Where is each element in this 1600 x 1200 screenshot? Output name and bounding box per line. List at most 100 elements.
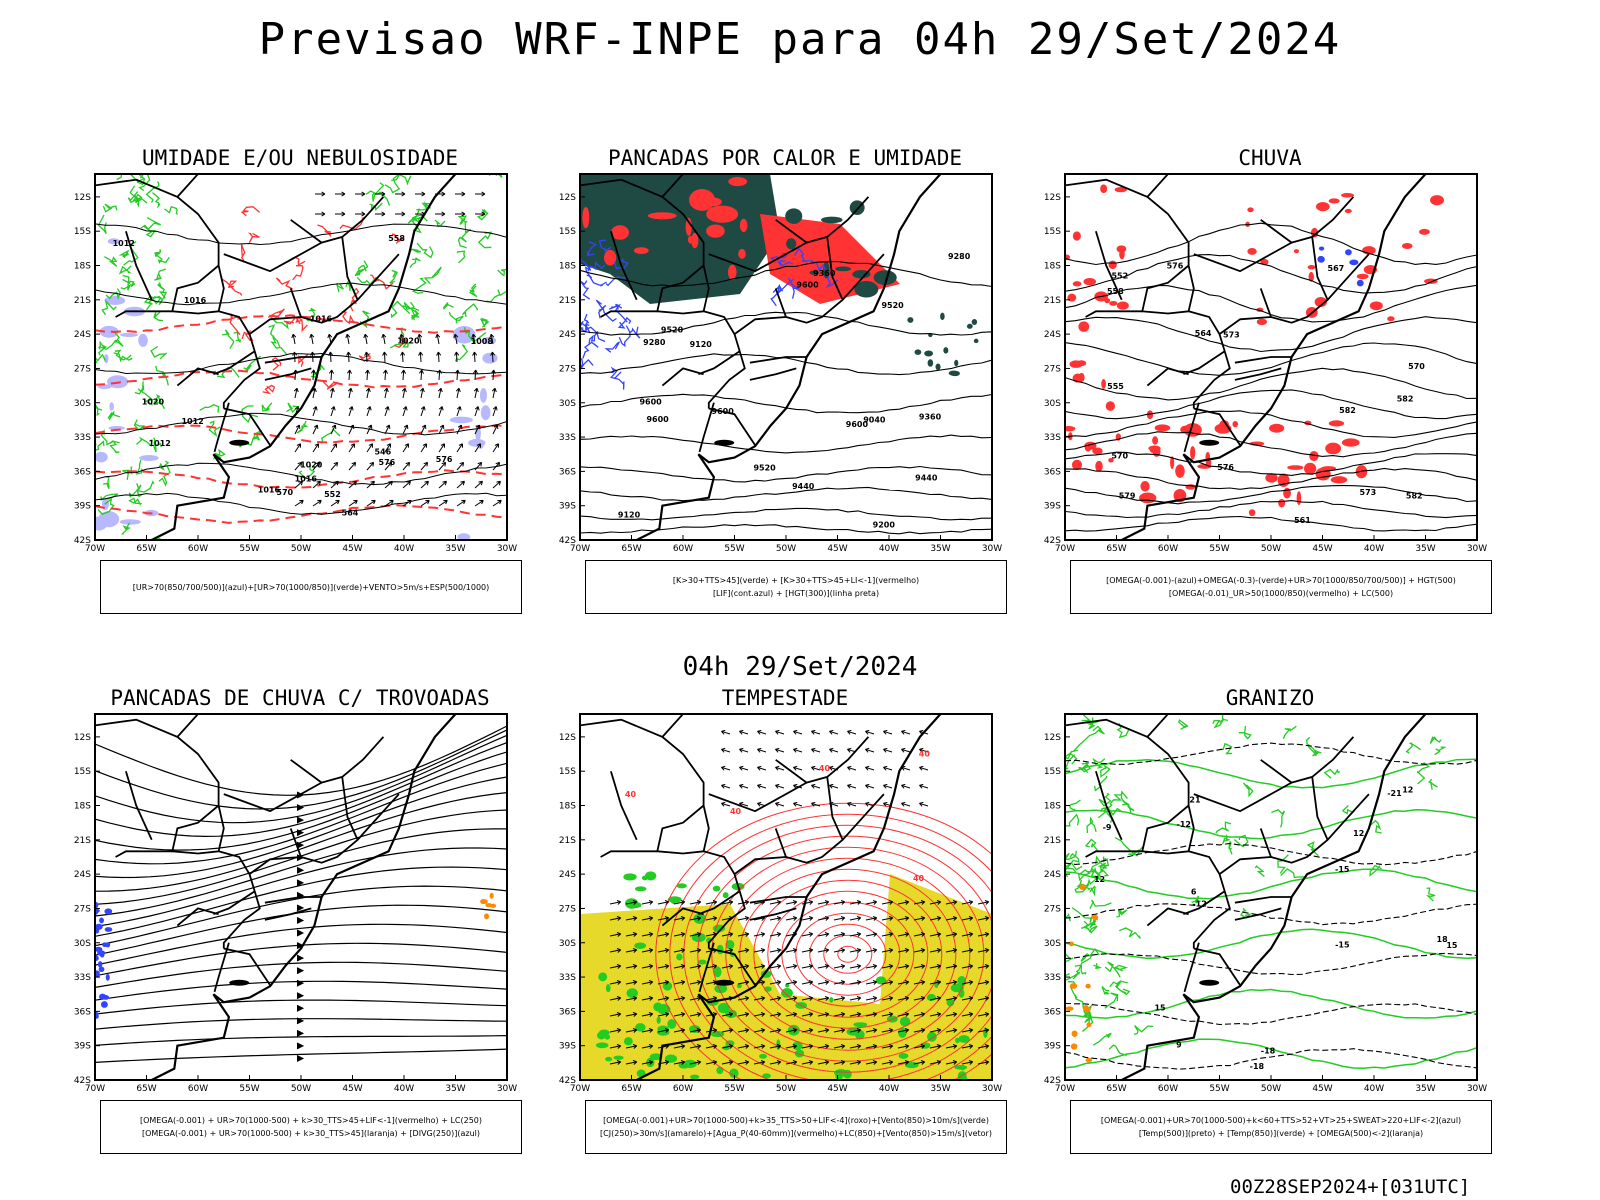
country-border bbox=[1065, 178, 1195, 312]
lat-tick-label: 12S bbox=[1044, 193, 1061, 203]
rain-red-area bbox=[1148, 445, 1161, 451]
hgt500-contour bbox=[1065, 222, 1477, 266]
hgt300-contour bbox=[580, 434, 992, 454]
rain-red-area bbox=[1065, 426, 1076, 432]
wind-vector bbox=[945, 900, 958, 905]
temp850-green bbox=[1065, 957, 1074, 963]
lon-tick-label: 70W bbox=[85, 1084, 105, 1094]
wind-vector bbox=[348, 461, 357, 471]
contour-label: 576 bbox=[1217, 463, 1234, 472]
contour-label: -9 bbox=[1103, 823, 1112, 832]
wind-vector bbox=[329, 387, 335, 399]
rain-red-area bbox=[1116, 301, 1129, 310]
contour-label: 9120 bbox=[618, 511, 641, 520]
country-border bbox=[125, 230, 153, 301]
contour-label: 582 bbox=[1397, 394, 1414, 403]
humidity-green-contour bbox=[410, 307, 420, 320]
lat-tick-label: 21S bbox=[74, 836, 91, 846]
contour-label: 552 bbox=[324, 490, 341, 499]
temp850-green bbox=[1104, 992, 1119, 1009]
wind-vector bbox=[801, 964, 814, 969]
wind-vector bbox=[753, 1028, 766, 1033]
lc850-contour bbox=[697, 835, 992, 1073]
wind-vector bbox=[865, 765, 875, 771]
wind850-green bbox=[676, 953, 683, 961]
contour-label: 9360 bbox=[919, 412, 942, 421]
rain-blue-area bbox=[1318, 246, 1325, 251]
legend-line: [OMEGA(-0.001)-(azul)+OMEGA(-0.3)-(verde… bbox=[1106, 576, 1456, 585]
legend-box: [OMEGA(-0.001) + UR>70(1000-500) + k>30_… bbox=[100, 1100, 522, 1154]
lagoon bbox=[714, 979, 735, 986]
rain-red-area bbox=[1328, 198, 1340, 204]
wind-vector bbox=[420, 406, 426, 417]
lat-tick-label: 36S bbox=[559, 467, 576, 477]
wind-vector bbox=[817, 916, 830, 921]
wind-vector bbox=[913, 1012, 926, 1017]
country-border bbox=[248, 316, 302, 335]
country-border bbox=[656, 804, 705, 855]
country-border bbox=[176, 367, 219, 387]
lat-tick-label: 33S bbox=[74, 973, 91, 983]
wind-vector bbox=[364, 369, 370, 381]
country-border bbox=[1193, 407, 1241, 446]
wind-vector bbox=[785, 964, 798, 969]
temp850-green bbox=[1212, 718, 1225, 729]
lc850-contour bbox=[669, 813, 992, 1080]
humidity-green-contour bbox=[127, 185, 139, 204]
humidity-blue-area bbox=[479, 387, 487, 403]
streamline-arrow bbox=[296, 954, 305, 962]
country-border bbox=[708, 407, 756, 446]
lon-tick-label: 35W bbox=[445, 1084, 465, 1094]
rain-red-area bbox=[1344, 208, 1352, 214]
omega-orange bbox=[1071, 1030, 1078, 1037]
rain-red-area bbox=[1247, 247, 1257, 255]
heat-red-area bbox=[739, 218, 748, 233]
temp850-green bbox=[1228, 840, 1233, 855]
lif-blue-contour bbox=[608, 303, 628, 323]
legend-line: [OMEGA(-0.001) + UR>70(1000-500) + k>30_… bbox=[139, 1116, 483, 1125]
wind-vector bbox=[625, 916, 638, 921]
humidity-green-contour bbox=[101, 299, 117, 316]
wind-vector bbox=[366, 406, 372, 417]
contour-label: 9520 bbox=[881, 301, 904, 310]
temp850-green bbox=[1065, 758, 1477, 789]
rain-red-area bbox=[1190, 446, 1196, 460]
hgt500-contour bbox=[1065, 515, 1477, 532]
thickness-red-contour bbox=[317, 224, 331, 238]
lon-tick-label: 35W bbox=[930, 1084, 950, 1094]
lat-tick-label: 21S bbox=[74, 296, 91, 306]
lat-tick-label: 30S bbox=[559, 399, 576, 409]
wind-vector bbox=[455, 211, 466, 217]
hgt500-contour bbox=[1065, 451, 1477, 476]
wind-vector bbox=[641, 1044, 654, 1049]
lon-tick-label: 45W bbox=[827, 1084, 847, 1094]
wind-vector bbox=[311, 387, 317, 399]
temp850-green bbox=[1108, 1044, 1127, 1057]
humidity-blue-area bbox=[139, 454, 159, 462]
humidity-green-contour bbox=[158, 460, 170, 471]
wind-vector bbox=[625, 932, 638, 937]
wind850-green bbox=[759, 1053, 768, 1059]
wind-vector bbox=[801, 980, 814, 985]
humidity-green-contour bbox=[358, 264, 367, 276]
lif-blue-contour bbox=[809, 259, 826, 272]
streamline bbox=[95, 792, 507, 892]
wind850-green bbox=[829, 997, 834, 1003]
wind-vector bbox=[829, 729, 839, 735]
streamline-arrow bbox=[296, 1004, 305, 1012]
humidity-green-contour bbox=[448, 311, 464, 324]
wind-vector bbox=[312, 499, 322, 507]
wind-vector bbox=[897, 948, 910, 953]
wind-vector bbox=[961, 1028, 974, 1033]
humidity-green-contour bbox=[154, 249, 162, 257]
lat-tick-label: 24S bbox=[74, 870, 91, 880]
temp850-green bbox=[1097, 807, 1124, 819]
wind-vector bbox=[382, 369, 388, 381]
rain-red-area bbox=[1278, 498, 1286, 508]
wind-vector bbox=[492, 406, 498, 417]
bottom-row-title: 04h 29/Set/2024 bbox=[682, 652, 918, 682]
heat-red-area bbox=[691, 232, 699, 249]
country-border bbox=[223, 241, 323, 273]
rain-red-area bbox=[1101, 378, 1106, 389]
wind-vector bbox=[294, 461, 303, 471]
